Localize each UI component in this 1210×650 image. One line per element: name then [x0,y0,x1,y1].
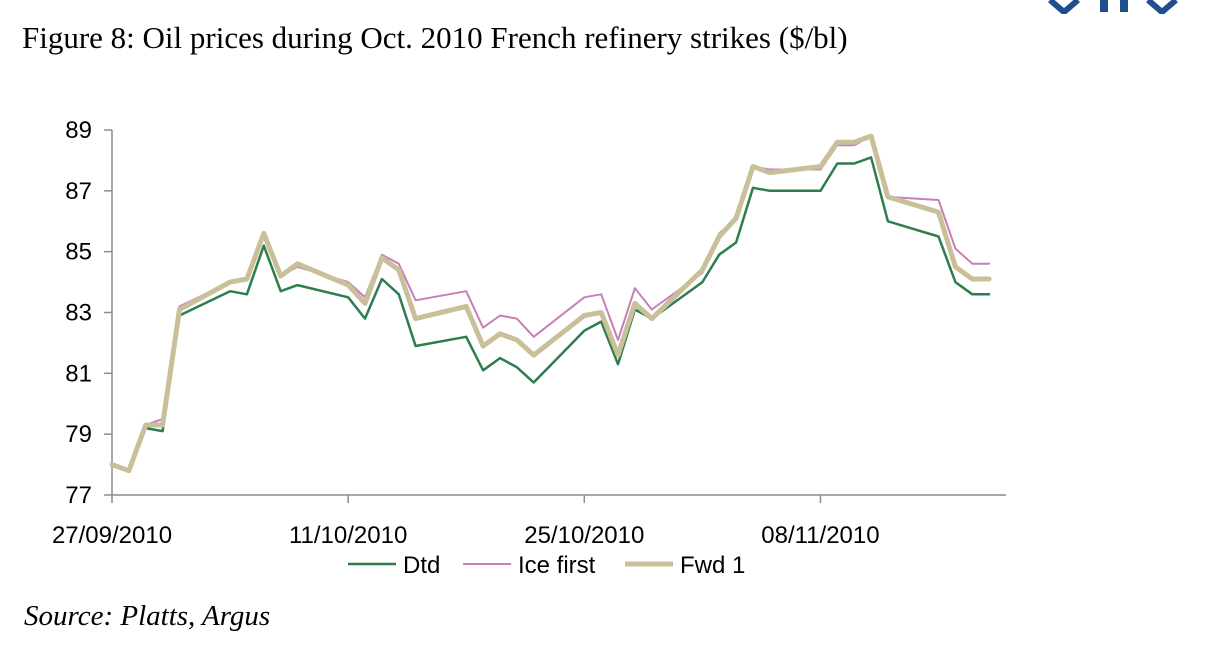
chart-axes: 77 79 81 83 85 87 89 27/09/2010 11/10/2010 25/10/… [52,117,1006,549]
series-line-ice-first [111,135,991,472]
logo-chevron-right [1146,0,1178,14]
legend-label-ice-first: Ice first [518,552,596,579]
logo-bar-2 [1120,0,1128,12]
y-tick-label: 79 [65,421,92,448]
x-tick-label: 27/09/2010 [52,522,172,549]
legend-label-fwd-1: Fwd 1 [680,552,745,579]
chart-series [109,133,992,474]
legend-label-dtd: Dtd [403,552,440,579]
x-tick-label: 08/11/2010 [761,522,879,549]
chart-legend: Dtd Ice first Fwd 1 [348,552,745,579]
source-note: Source: Platts, Argus [24,600,271,632]
y-tick-label: 81 [65,360,92,387]
x-tick-label: 11/10/2010 [289,522,407,549]
figure-title: Figure 8: Oil prices during Oct. 2010 Fr… [22,20,848,55]
logo-bar-1 [1100,0,1108,12]
x-tick-label: 25/10/2010 [524,522,644,549]
line-chart: 77 79 81 83 85 87 89 27/09/2010 11/10/2010 25/10/… [52,117,1006,579]
brand-logo-icon [1048,0,1178,14]
y-tick-label: 85 [65,239,92,266]
y-tick-label: 87 [65,178,92,205]
series-line-dtd [110,156,991,472]
logo-chevron-left [1048,0,1080,14]
y-tick-label: 89 [65,117,92,144]
y-tick-label: 83 [65,300,92,327]
y-tick-label: 77 [65,482,92,509]
series-line-fwd-1 [109,133,992,474]
